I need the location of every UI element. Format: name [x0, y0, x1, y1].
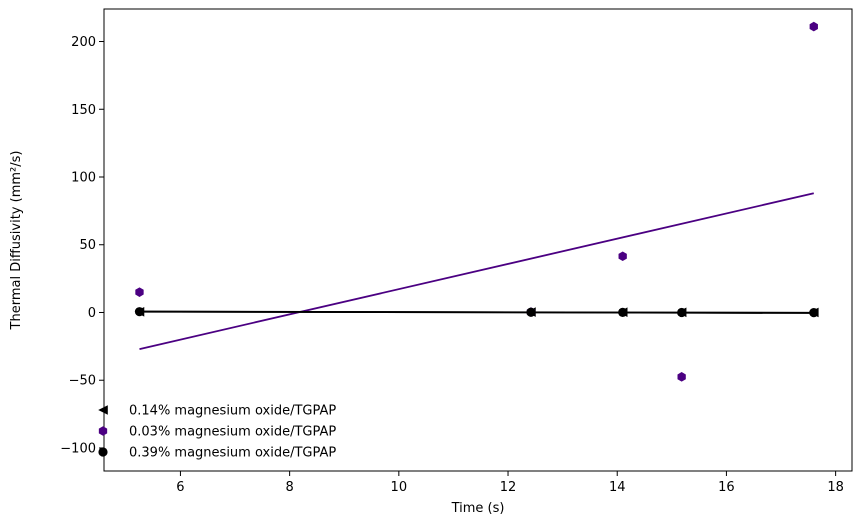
data-point-series-2: [809, 21, 818, 32]
x-axis-label: Time (s): [451, 501, 505, 516]
data-point-series-3: [526, 307, 536, 317]
y-tick-label: 200: [71, 35, 96, 50]
legend-marker-series-1: [98, 405, 108, 415]
y-tick-label: 100: [71, 171, 96, 186]
x-tick-label: 14: [609, 480, 626, 495]
legend: 0.14% magnesium oxide/TGPAP 0.03% magnesi…: [98, 404, 336, 461]
fit-line-series-3: [139, 310, 814, 314]
data-point-series-2: [618, 251, 627, 262]
legend-label-series-1: 0.14% magnesium oxide/TGPAP: [129, 404, 336, 419]
plot-area: [103, 8, 853, 472]
data-point-series-2: [677, 372, 686, 382]
legend-label-series-3: 0.39% magnesium oxide/TGPAP: [129, 446, 336, 461]
data-point-series-3: [677, 307, 687, 318]
x-tick-label: 12: [500, 480, 517, 495]
y-tick-label: 0: [88, 306, 96, 321]
y-tick-label: −100: [60, 441, 96, 456]
y-axis-label: Thermal Diffusivity (mm²/s): [9, 151, 24, 331]
x-tick-label: 6: [176, 480, 184, 495]
data-point-series-3: [809, 308, 819, 318]
data-point-series-3: [134, 307, 145, 317]
data-point-series-3: [618, 307, 628, 317]
fit-line-series-2: [139, 192, 814, 350]
legend-marker-series-3: [98, 447, 108, 457]
y-tick-label: 50: [79, 238, 96, 253]
x-tick-label: 16: [718, 480, 735, 495]
x-tick-label: 18: [827, 480, 844, 495]
data-point-series-2: [135, 287, 144, 297]
y-tick-label: −50: [69, 374, 96, 389]
x-tick-label: 10: [391, 480, 408, 495]
legend-marker-series-2: [98, 426, 108, 436]
x-tick-label: 8: [285, 480, 293, 495]
y-tick-label: 150: [71, 103, 96, 118]
legend-label-series-2: 0.03% magnesium oxide/TGPAP: [129, 425, 336, 440]
